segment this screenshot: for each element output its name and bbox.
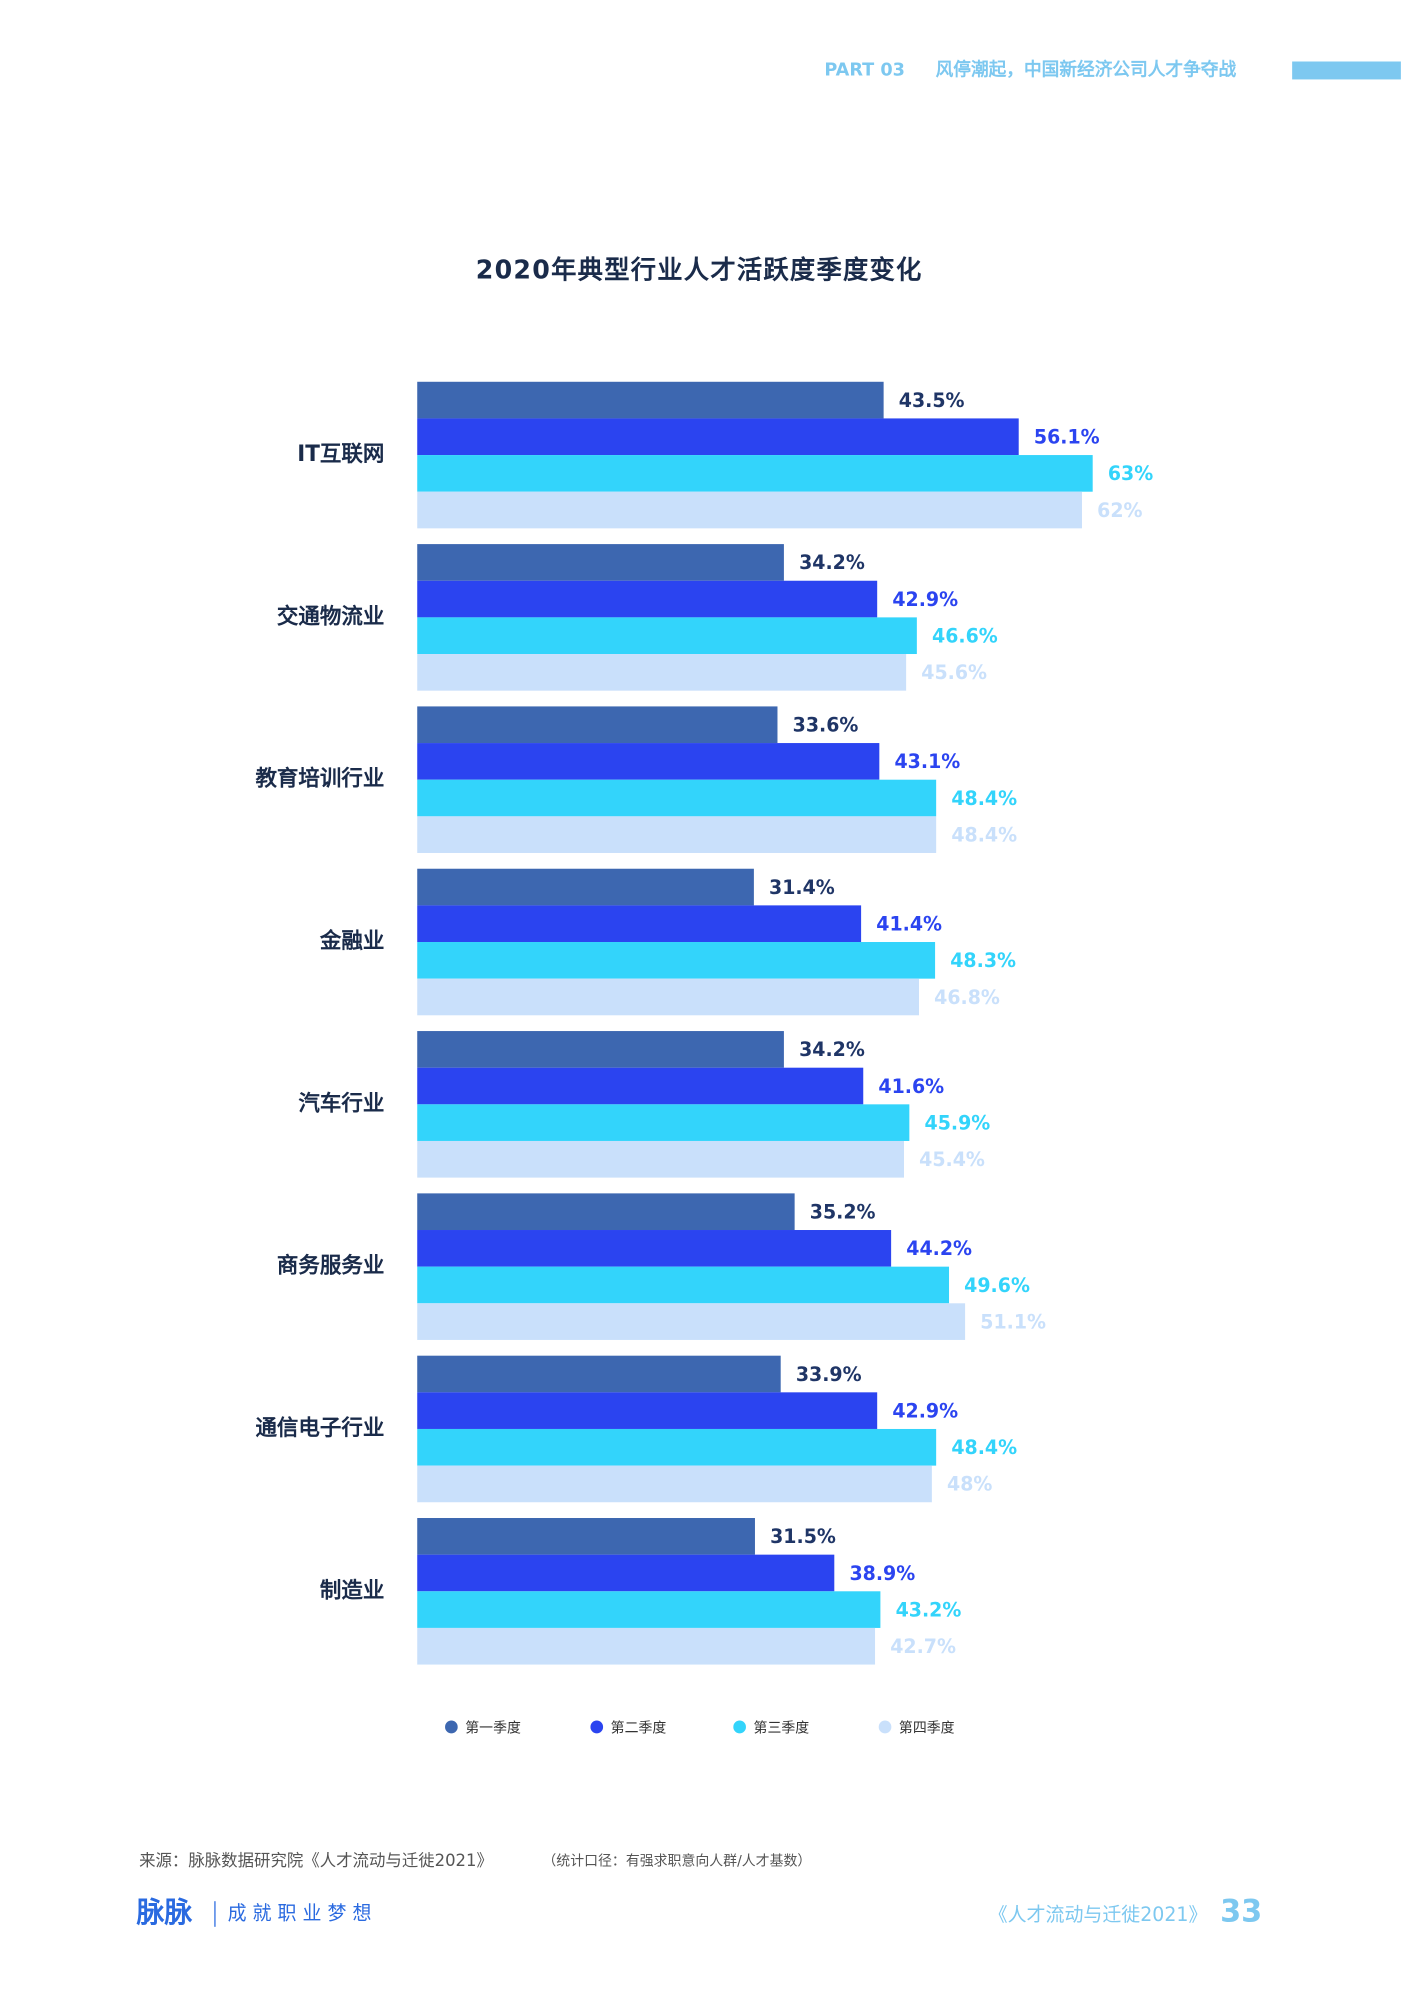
- bar: [417, 654, 907, 691]
- value-label: 35.2%: [810, 1200, 876, 1223]
- bar: [417, 1627, 876, 1665]
- bar: [417, 1554, 835, 1592]
- value-label: 44.2%: [906, 1237, 972, 1260]
- value-label: 45.6%: [921, 661, 987, 684]
- bar: [417, 816, 937, 853]
- bar: [417, 544, 784, 581]
- bar: [417, 1266, 950, 1304]
- value-label: 48.4%: [951, 787, 1017, 810]
- bar: [417, 1140, 904, 1178]
- value-label: 45.9%: [925, 1111, 991, 1134]
- value-label: 51.1%: [980, 1310, 1046, 1333]
- bar: [417, 1230, 892, 1267]
- bar: [417, 905, 862, 943]
- bar: [417, 418, 1019, 456]
- value-label: 43.2%: [896, 1598, 962, 1621]
- value-label: 42.9%: [892, 1399, 958, 1422]
- value-label: 49.6%: [964, 1274, 1030, 1297]
- bar: [417, 1465, 932, 1503]
- value-label: 45.4%: [919, 1148, 985, 1171]
- value-label: 41.4%: [876, 912, 942, 935]
- value-label: 48%: [947, 1473, 992, 1496]
- value-label: 46.6%: [932, 624, 998, 647]
- bar: [417, 1428, 937, 1466]
- legend-label: 第二季度: [611, 1719, 667, 1736]
- category-label: 教育培训行业: [255, 766, 384, 792]
- bar: [417, 455, 1093, 492]
- value-label: 31.4%: [769, 876, 835, 899]
- bar: [417, 617, 917, 655]
- value-label: 48.4%: [951, 1436, 1017, 1459]
- value-label: 62%: [1097, 499, 1142, 522]
- value-label: 42.9%: [892, 588, 958, 611]
- bar: [417, 779, 937, 817]
- logo: 脉脉: [137, 1896, 194, 1929]
- part-label: PART 03: [824, 59, 905, 80]
- category-label: 汽车行业: [298, 1090, 384, 1116]
- section-title: 风停潮起，中国新经济公司人才争夺战: [936, 58, 1237, 80]
- value-label: 48.4%: [951, 823, 1017, 846]
- value-label: 34.2%: [799, 551, 865, 574]
- bar: [417, 868, 754, 906]
- value-label: 46.8%: [934, 986, 1000, 1009]
- bar: [417, 491, 1082, 529]
- category-label: 商务服务业: [277, 1253, 384, 1279]
- page-number: 33: [1220, 1894, 1262, 1929]
- report-name: 《人才流动与迁徙2021》: [989, 1903, 1208, 1926]
- legend-swatch: [878, 1720, 892, 1734]
- chart-title: 2020年典型行业人才活跃度季度变化: [476, 255, 923, 285]
- legend-swatch: [590, 1720, 604, 1734]
- bar: [417, 580, 878, 618]
- bar: [417, 942, 936, 979]
- source-note: （统计口径：有强求职意向人群/人才基数）: [542, 1852, 811, 1869]
- value-label: 31.5%: [770, 1525, 836, 1548]
- value-label: 38.9%: [849, 1562, 915, 1585]
- legend-label: 第一季度: [465, 1719, 521, 1736]
- bar: [417, 1193, 795, 1231]
- bar: [417, 1591, 881, 1628]
- legend-label: 第三季度: [754, 1719, 810, 1736]
- bar: [417, 1355, 781, 1393]
- bar: [417, 978, 920, 1016]
- bar: [417, 1303, 966, 1340]
- value-label: 33.9%: [796, 1363, 862, 1386]
- category-label: 制造业: [320, 1578, 384, 1603]
- value-label: 48.3%: [950, 949, 1016, 972]
- bar: [417, 1031, 784, 1068]
- value-label: 43.5%: [899, 389, 965, 412]
- category-label: 金融业: [319, 928, 384, 954]
- category-label: IT互联网: [297, 442, 384, 467]
- legend-label: 第四季度: [899, 1719, 955, 1736]
- bar: [417, 381, 884, 419]
- value-label: 43.1%: [895, 750, 961, 773]
- bar: [417, 1392, 878, 1429]
- category-label: 交通物流业: [277, 603, 384, 629]
- category-label: 通信电子行业: [255, 1415, 384, 1441]
- source: 来源：脉脉数据研究院《人才流动与迁徙2021》: [139, 1851, 493, 1870]
- value-label: 41.6%: [878, 1075, 944, 1098]
- bar: [417, 1067, 864, 1105]
- legend-swatch: [445, 1720, 458, 1734]
- value-label: 33.6%: [793, 713, 859, 736]
- value-label: 42.7%: [890, 1635, 956, 1658]
- value-label: 56.1%: [1034, 425, 1100, 448]
- value-label: 63%: [1108, 462, 1153, 485]
- slogan: 成 就 职 业 梦 想: [228, 1901, 372, 1924]
- bar: [417, 706, 778, 744]
- header-bar: [1292, 61, 1401, 80]
- value-label: 34.2%: [799, 1038, 865, 1061]
- legend-swatch: [733, 1720, 746, 1734]
- bar: [417, 1104, 910, 1141]
- bar: [417, 743, 880, 780]
- bar: [417, 1518, 755, 1555]
